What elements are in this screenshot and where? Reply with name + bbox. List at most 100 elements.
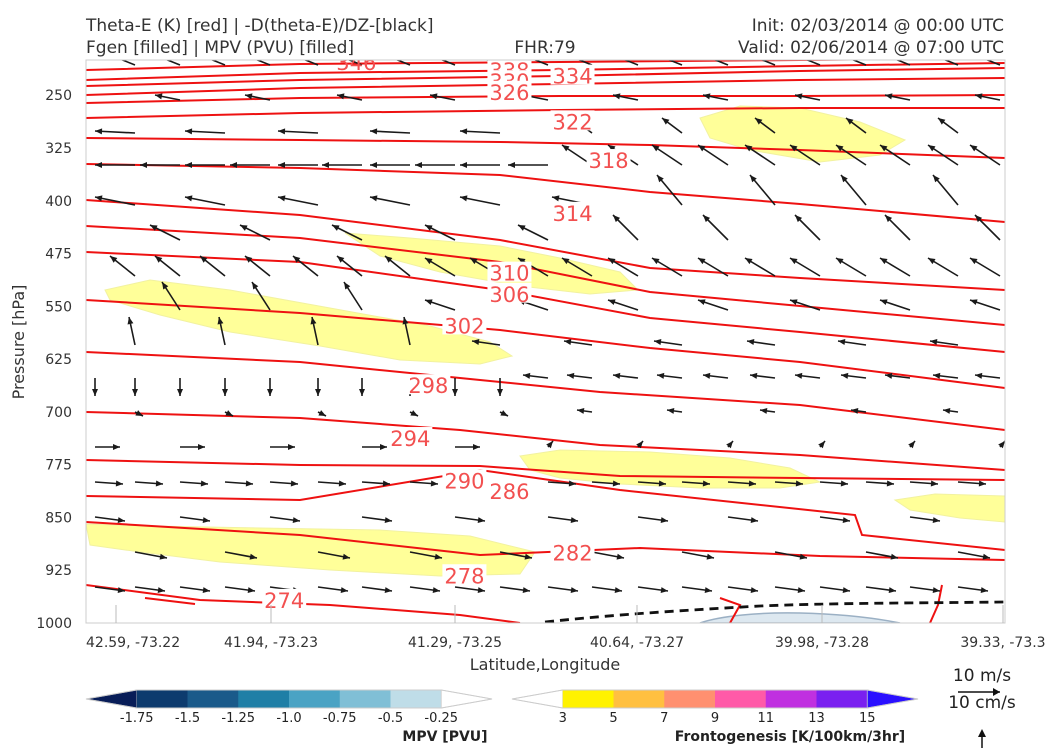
- theta-e-contours: [86, 60, 1005, 623]
- theta-e-contour: [86, 411, 1005, 471]
- wind-vector-head: [885, 215, 893, 223]
- y-tick-label: 550: [45, 299, 72, 315]
- wind-vector-head: [795, 372, 803, 379]
- wind-vector: [533, 60, 549, 66]
- wind-vector-head: [567, 372, 575, 379]
- wind-vector-head: [652, 258, 660, 265]
- y-axis: 250 325 400 475 550 625 700 775 850 925 1000: [36, 88, 72, 632]
- theta-e-contour: [719, 597, 742, 623]
- wind-vector-head: [185, 195, 193, 202]
- x-tick-label: 41.29, -73.25: [408, 635, 502, 651]
- x-tick-label: 40.64, -73.27: [590, 635, 684, 651]
- fgen-colorbar-label: Frontogenesis [K/100km/3hr]: [675, 729, 905, 745]
- title-line-2: Fgen [filled] | MPV (PVU) [filled]: [86, 38, 354, 58]
- colorbar-tick-label: -0.5: [378, 711, 403, 726]
- colorbar-swatch: [440, 689, 493, 709]
- wind-vector-head: [933, 372, 941, 379]
- wind-vector: [895, 60, 911, 66]
- wind-vector-head: [402, 317, 409, 325]
- wind-vector-head: [698, 145, 706, 152]
- wind-vector-head: [698, 299, 706, 306]
- wind-vector-head: [928, 145, 936, 152]
- contour-label-bg: [550, 541, 595, 562]
- contour-label-bg: [550, 64, 595, 85]
- wind-vector-head: [745, 145, 753, 152]
- colorbar-tick-label: 13: [808, 711, 825, 726]
- colorbar-swatch: [511, 689, 564, 709]
- contour-label-bg: [442, 564, 487, 585]
- wind-vector-head: [975, 215, 983, 223]
- wind-vector-head: [135, 410, 143, 416]
- wind-vector-head: [452, 389, 458, 396]
- wind-vector-head: [240, 225, 248, 231]
- wind-vector-head: [842, 587, 850, 594]
- wind-vector-head: [245, 93, 253, 100]
- wind-vector-head: [706, 553, 714, 560]
- y-tick-label: 475: [45, 247, 72, 263]
- wind-vector-head: [978, 480, 986, 487]
- wind-vector-head: [760, 407, 768, 414]
- contour-label: 278: [444, 564, 484, 588]
- mpv-fill-region: [699, 612, 901, 623]
- contour-label-partial: 346: [336, 51, 376, 75]
- colorbar-swatch: [715, 690, 767, 708]
- wind-vector-head: [370, 162, 377, 168]
- wind-vector-head: [660, 517, 668, 524]
- wind-vector-head: [200, 256, 208, 263]
- wind-vector: [120, 60, 136, 66]
- theta-e-contour: [144, 597, 196, 605]
- wind-vector-head: [838, 339, 846, 345]
- colorbar-swatch: [664, 690, 716, 708]
- wind-vector-head: [318, 410, 326, 416]
- theta-e-contour: [86, 225, 1005, 326]
- wind-vector-head: [162, 282, 169, 290]
- colorbar-swatch: [390, 690, 442, 708]
- contour-label: 326: [489, 81, 529, 105]
- wind-vector-head: [132, 389, 138, 396]
- wind-vector-head: [885, 372, 893, 379]
- ref-horizontal-label: 10 m/s: [953, 666, 1011, 686]
- wind-vector: [395, 60, 411, 66]
- wind-vector-head: [290, 480, 298, 487]
- colorbar-swatch: [562, 690, 614, 708]
- wind-vector-head: [159, 553, 167, 560]
- wind-vector-head: [908, 441, 915, 449]
- wind-vector-head: [660, 587, 668, 594]
- wind-vector-head: [657, 175, 664, 183]
- wind-vector-head: [523, 372, 531, 379]
- wind-vector-head: [278, 162, 285, 168]
- wind-vector: [943, 60, 959, 66]
- x-axis-label: Latitude,Longitude: [470, 655, 621, 674]
- wind-vector-head: [745, 258, 753, 265]
- wind-vector-head: [202, 517, 210, 524]
- wind-vector-head: [747, 339, 755, 345]
- wind-vector-head: [460, 128, 468, 135]
- colorbar-outline: [511, 689, 919, 709]
- wind-vector: [985, 60, 1001, 66]
- wind-vector-head: [322, 162, 329, 168]
- wind-vector-head: [95, 195, 103, 202]
- ref-vertical-label: 10 cm/s: [948, 693, 1016, 713]
- mpv-colorbar-label: MPV [PVU]: [402, 729, 487, 745]
- wind-vector-head: [460, 162, 467, 168]
- wind-vector-head: [970, 258, 978, 265]
- wind-vector-head: [755, 118, 763, 125]
- wind-vector-head: [562, 258, 570, 265]
- wind-vector-head: [92, 389, 98, 396]
- wind-vector-head: [970, 145, 978, 152]
- wind-vector-head: [315, 389, 321, 396]
- contour-label: 322: [552, 110, 592, 134]
- theta-e-contour: [929, 584, 943, 623]
- wind-vector-head: [658, 480, 666, 487]
- wind-vector: [851, 60, 867, 66]
- colorbar-tick-label: -0.75: [323, 711, 357, 726]
- wind-vector-head: [222, 389, 228, 396]
- wind-vector-head: [930, 480, 938, 487]
- wind-vector-head: [497, 389, 503, 396]
- contour-label: 310: [489, 262, 529, 286]
- fgen-region: [86, 523, 536, 577]
- wind-vector-head: [750, 517, 758, 524]
- wind-vector-head: [225, 410, 233, 416]
- wind-vector-head: [185, 162, 192, 168]
- colorbar-tick-label: -1.0: [276, 711, 301, 726]
